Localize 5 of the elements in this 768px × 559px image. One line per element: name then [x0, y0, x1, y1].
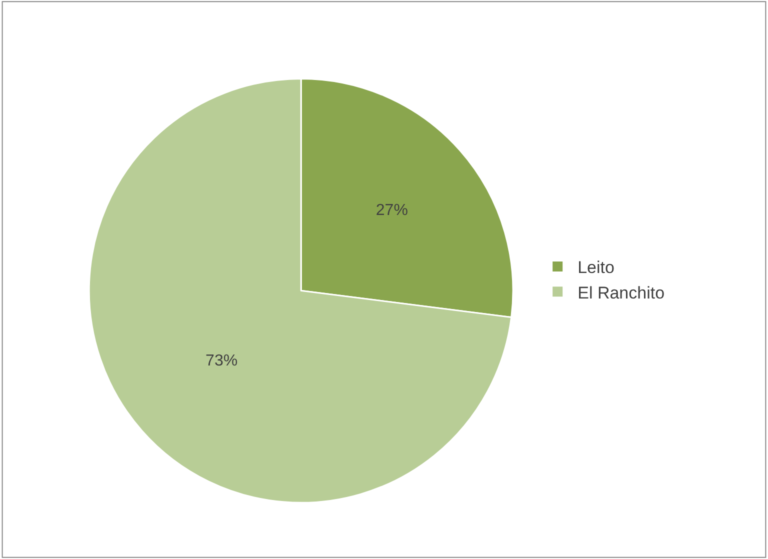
data-label: 73% [206, 352, 238, 370]
legend-label: Leito [578, 258, 614, 278]
legend-label: El Ranchito [578, 283, 665, 302]
pie-slice [88, 78, 512, 504]
data-label: 27% [376, 202, 408, 220]
